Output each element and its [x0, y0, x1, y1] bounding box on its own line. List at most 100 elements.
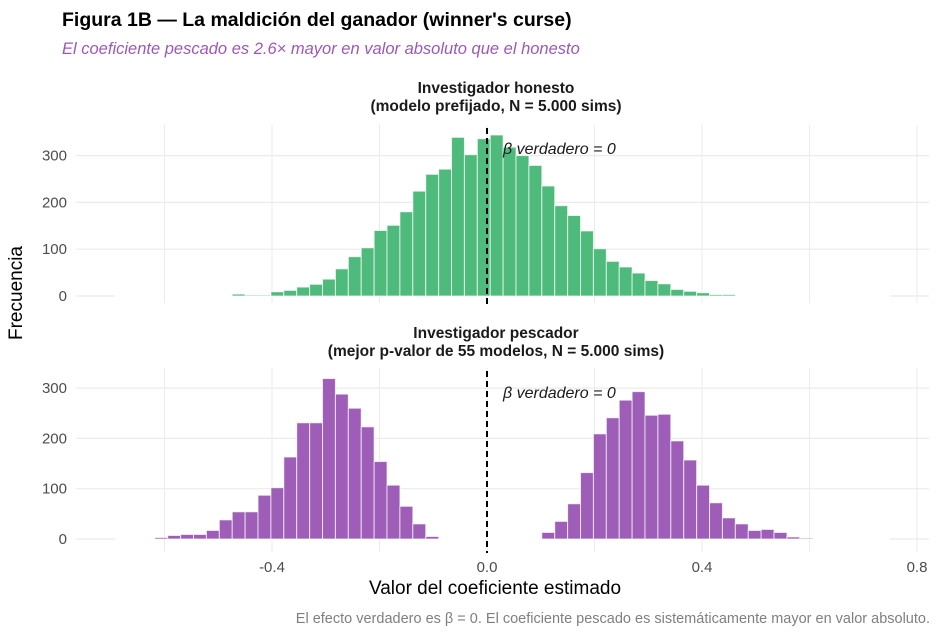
histogram-bar: [270, 487, 285, 540]
histogram-bar: [657, 283, 672, 297]
histogram-bar: [592, 433, 607, 540]
strip-title-honest: Investigador honesto: [417, 80, 575, 97]
histogram-bar: [567, 503, 582, 540]
histogram-bar: [463, 154, 478, 297]
histogram-bar: [334, 268, 349, 297]
histogram-bar: [412, 190, 427, 297]
histogram-bar: [347, 256, 362, 297]
histogram-bar: [180, 533, 195, 540]
histogram-bar: [412, 523, 427, 540]
histogram-bar: [631, 391, 646, 540]
x-tick-label: 0.4: [692, 559, 713, 576]
histogram-bar: [399, 505, 414, 540]
histogram-bar: [799, 537, 814, 540]
y-tick-label: 200: [42, 430, 67, 447]
y-tick-label: 200: [42, 194, 67, 211]
histogram-bar: [528, 164, 543, 297]
histogram-bar: [644, 280, 659, 297]
histogram-bar: [283, 289, 298, 297]
chart-title: Figura 1B — La maldición del ganador (wi…: [62, 9, 572, 31]
histogram-bar: [515, 155, 530, 297]
histogram-bar: [360, 426, 375, 540]
histogram-bar: [283, 456, 298, 540]
histogram-bar: [373, 461, 388, 540]
histogram-bar: [580, 472, 594, 540]
chart-subtitle: El coeficiente pescado es 2.6× mayor en …: [62, 40, 580, 58]
histogram-bar: [167, 534, 182, 540]
y-tick-label: 100: [42, 241, 67, 258]
strip-subtitle-honest: (modelo prefijado, N = 5.000 sims): [370, 98, 622, 115]
x-axis-label: Valor del coeficiente estimado: [368, 578, 622, 599]
histogram-bar: [721, 517, 736, 540]
histogram-bar: [296, 422, 311, 540]
histogram-bar: [386, 224, 401, 297]
histogram-bar: [760, 528, 775, 540]
histogram-bar: [644, 414, 659, 540]
histogram-bar: [193, 533, 207, 540]
y-tick-label: 100: [42, 481, 67, 498]
histogram-bar: [721, 294, 736, 297]
histogram-bar: [231, 293, 246, 297]
y-tick-label: 0: [59, 288, 67, 305]
histogram-bar: [683, 459, 698, 540]
histogram-bar: [270, 291, 285, 297]
panel-strip-honest: Investigador honesto (modelo prefijado, …: [63, 80, 929, 116]
histogram-bar: [451, 136, 465, 297]
histogram-bar: [399, 211, 414, 297]
histogram-bar: [322, 378, 336, 540]
reference-annotation: β verdadero = 0: [502, 385, 616, 402]
histogram-bar: [373, 229, 388, 297]
chart-caption: El efecto verdadero es β = 0. El coefici…: [295, 611, 930, 627]
y-axis-label: Frecuencia: [6, 246, 27, 340]
histogram-bar: [231, 511, 246, 540]
histogram-bar: [696, 484, 711, 540]
histogram-bar: [309, 422, 324, 540]
y-tick-label: 300: [42, 380, 67, 397]
histogram-bar: [567, 215, 582, 297]
histogram-bar: [618, 266, 633, 297]
histogram-bar: [425, 173, 440, 297]
panel-strip-fisher: Investigador pescador (mejor p-valor de …: [63, 325, 929, 361]
histogram-bar: [670, 288, 685, 297]
histogram-bar: [360, 247, 375, 297]
histogram-bar: [773, 531, 788, 540]
histogram-bar: [218, 519, 233, 540]
histogram-bar: [605, 417, 620, 540]
histogram-bar: [502, 146, 517, 297]
histogram-bar: [709, 502, 723, 540]
histogram-bar: [205, 529, 220, 540]
histogram-bar: [347, 407, 362, 540]
histogram-bar: [605, 260, 620, 297]
histogram-bar: [154, 536, 169, 540]
histogram-bar: [334, 393, 349, 540]
x-tick-label: 0.8: [907, 559, 928, 576]
histogram-bar: [554, 205, 569, 297]
histogram-bar: [438, 168, 453, 297]
histogram-bar: [657, 413, 672, 540]
histogram-bar: [786, 536, 801, 540]
histogram-bar: [489, 134, 504, 297]
histogram-bar: [541, 531, 556, 540]
histogram-bar: [322, 278, 336, 297]
strip-title-fisher: Investigador pescador: [413, 325, 579, 342]
histogram-bar: [592, 248, 607, 297]
histogram-bar: [554, 520, 569, 540]
histogram-bar: [296, 286, 311, 297]
histogram-bar: [580, 230, 594, 297]
histogram-bar: [244, 511, 259, 540]
histogram-bar: [541, 185, 556, 297]
strip-subtitle-fisher: (mejor p-valor de 55 modelos, N = 5.000 …: [327, 343, 665, 360]
histogram-bar: [670, 440, 685, 540]
histogram-bar: [386, 484, 401, 540]
histogram-bar: [244, 294, 259, 297]
histogram-bar: [631, 272, 646, 297]
x-tick-label: -0.4: [259, 559, 285, 576]
histogram-bar: [696, 292, 711, 297]
histogram-bar: [709, 294, 723, 297]
histogram-bar: [476, 138, 491, 297]
histogram-bar: [618, 399, 633, 540]
y-tick-label: 0: [59, 531, 67, 548]
histogram-bar: [257, 494, 272, 540]
histogram-bar: [683, 290, 698, 297]
